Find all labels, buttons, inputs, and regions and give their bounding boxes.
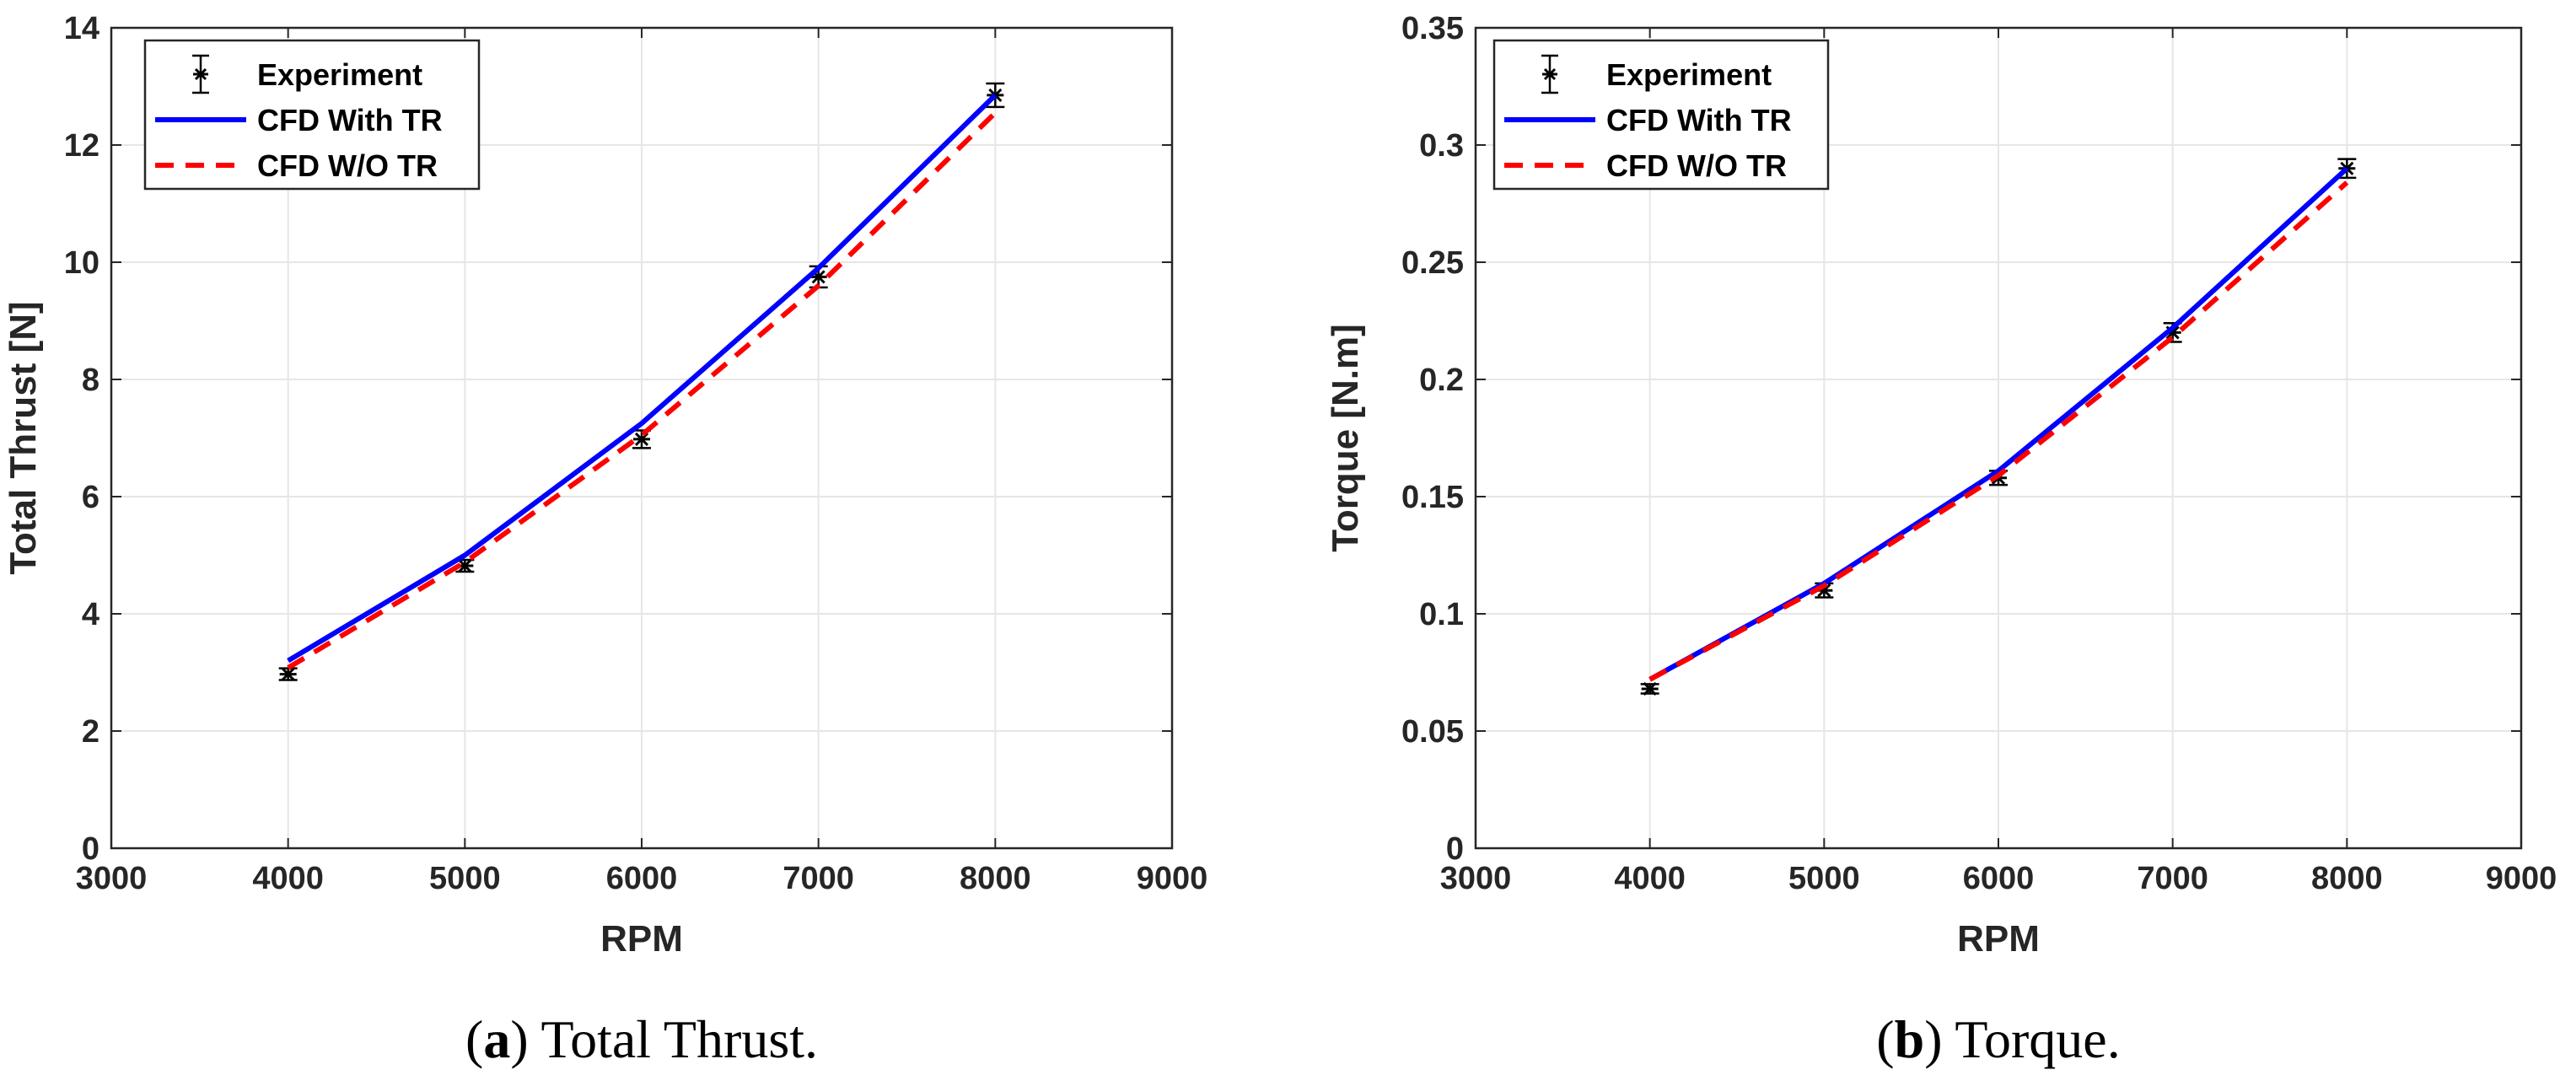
x-tick-label: 5000: [1788, 861, 1860, 896]
y-axis-label: Torque [N.m]: [1325, 324, 1366, 552]
cfd-without-tr-line: [1648, 180, 2349, 682]
legend: Experiment CFD With TR CFD W/O TR: [1492, 39, 1830, 191]
x-tick-label: 3000: [1440, 861, 1512, 896]
y-tick-label: 0.35: [1401, 11, 1464, 46]
x-tick-label: 5000: [429, 861, 501, 896]
caption-paren-close: ): [510, 1009, 540, 1069]
experiment-point: [1640, 681, 1659, 696]
caption-text: Torque.: [1955, 1009, 2120, 1069]
chart-panel-torque: 3000 4000 5000 6000 7000 8000 9000 0 0.05 0.1 0.15…: [1325, 11, 2557, 1069]
axes-box: [110, 26, 1174, 850]
legend-label: CFD With TR: [257, 103, 443, 137]
x-tick-label: 8000: [960, 861, 1031, 896]
x-tick-label: 7000: [782, 861, 854, 896]
caption-label: a: [483, 1009, 510, 1069]
x-tick-label: 6000: [1963, 861, 2035, 896]
caption-label: b: [1895, 1009, 1925, 1069]
cfd-with-tr-line: [287, 93, 998, 664]
y-tick-label: 0.1: [1419, 597, 1464, 632]
legend-experiment-symbol: [1541, 54, 1558, 94]
legend: Experiment CFD With TR CFD W/O TR: [143, 39, 481, 191]
y-axis-label: Total Thrust [N]: [3, 301, 44, 574]
caption-paren-close: ): [1924, 1009, 1955, 1069]
legend-label: Experiment: [257, 57, 422, 92]
experiment-point: [986, 82, 1005, 109]
y-tick-label: 12: [64, 128, 99, 164]
figure-caption: (a) Total Thrust.: [465, 1009, 818, 1069]
legend-label: CFD W/O TR: [257, 148, 438, 183]
legend-experiment-symbol: [192, 54, 209, 94]
asterisk-marker: [634, 432, 649, 446]
y-tick-label: 0.2: [1419, 363, 1464, 398]
asterisk-marker: [811, 270, 826, 284]
cfd-without-tr-line: [287, 110, 998, 670]
y-tick-label: 0.25: [1401, 245, 1464, 281]
x-tick-label: 8000: [2311, 861, 2383, 896]
caption-paren-open: (: [1876, 1009, 1894, 1069]
x-tick-label: 3000: [76, 861, 148, 896]
x-tick-label: 7000: [2137, 861, 2208, 896]
x-tick-label: 9000: [2486, 861, 2557, 896]
x-tick-label: 9000: [1137, 861, 1208, 896]
axes-box: [1474, 26, 2523, 850]
legend-asterisk: [194, 67, 207, 81]
x-tick-label: 6000: [606, 861, 678, 896]
legend-label: Experiment: [1606, 57, 1772, 92]
asterisk-marker: [1643, 681, 1657, 696]
y-tick-label: 0.05: [1401, 714, 1464, 750]
y-tick-label: 14: [64, 11, 99, 46]
legend-asterisk: [1543, 67, 1557, 81]
experiment-point: [278, 667, 298, 681]
legend-label: CFD W/O TR: [1606, 148, 1787, 183]
y-tick-label: 6: [82, 480, 99, 515]
y-tick-label: 0: [1446, 831, 1464, 867]
figure-caption: (b) Torque.: [1876, 1009, 2120, 1069]
x-tick-label: 4000: [1614, 861, 1686, 896]
y-tick-label: 2: [82, 714, 99, 750]
caption-paren-open: (: [465, 1009, 483, 1069]
asterisk-marker: [2165, 325, 2180, 340]
x-axis-label: RPM: [600, 918, 683, 960]
caption-text: Total Thrust.: [540, 1009, 818, 1069]
y-tick-label: 0.3: [1419, 128, 1464, 164]
x-tick-label: 4000: [252, 861, 324, 896]
asterisk-marker: [1817, 583, 1831, 598]
legend-label: CFD With TR: [1606, 103, 1792, 137]
y-tick-label: 0.15: [1401, 480, 1464, 515]
asterisk-marker: [281, 667, 295, 681]
y-tick-label: 8: [82, 363, 99, 398]
y-tick-label: 10: [64, 245, 99, 281]
y-tick-label: 0: [82, 831, 99, 867]
x-axis-label: RPM: [1957, 918, 2040, 960]
asterisk-marker: [458, 558, 472, 573]
y-tick-label: 4: [82, 597, 99, 632]
chart-panel-total-thrust: 3000 4000 5000 6000 7000 8000 9000 0 2 4 6 8 10 12 14 R…: [3, 11, 1207, 1069]
